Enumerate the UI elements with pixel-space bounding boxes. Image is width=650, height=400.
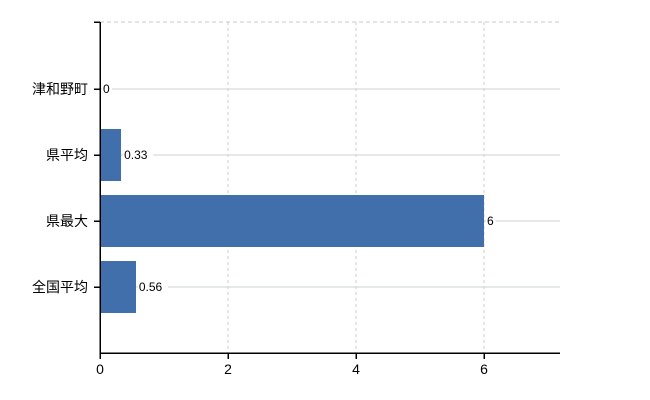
data-label-backing: [123, 148, 154, 162]
category-label: 県平均: [46, 147, 88, 163]
data-label: 6: [487, 214, 494, 228]
data-label-backing: [102, 82, 112, 96]
data-label: 0: [103, 82, 110, 96]
bar: [100, 129, 122, 181]
data-label-backing: [486, 214, 496, 228]
x-tick-label: 6: [480, 361, 488, 377]
bar: [100, 195, 484, 247]
category-label: 津和野町: [32, 81, 88, 97]
data-label: 0.33: [124, 148, 148, 162]
bar: [100, 261, 136, 313]
x-tick-label: 2: [224, 361, 232, 377]
data-label-backing: [137, 280, 169, 294]
x-tick-label: 0: [96, 361, 104, 377]
category-label: 全国平均: [32, 279, 88, 295]
category-label: 県最大: [46, 213, 88, 229]
x-tick-label: 4: [352, 361, 360, 377]
data-label: 0.56: [139, 280, 163, 294]
